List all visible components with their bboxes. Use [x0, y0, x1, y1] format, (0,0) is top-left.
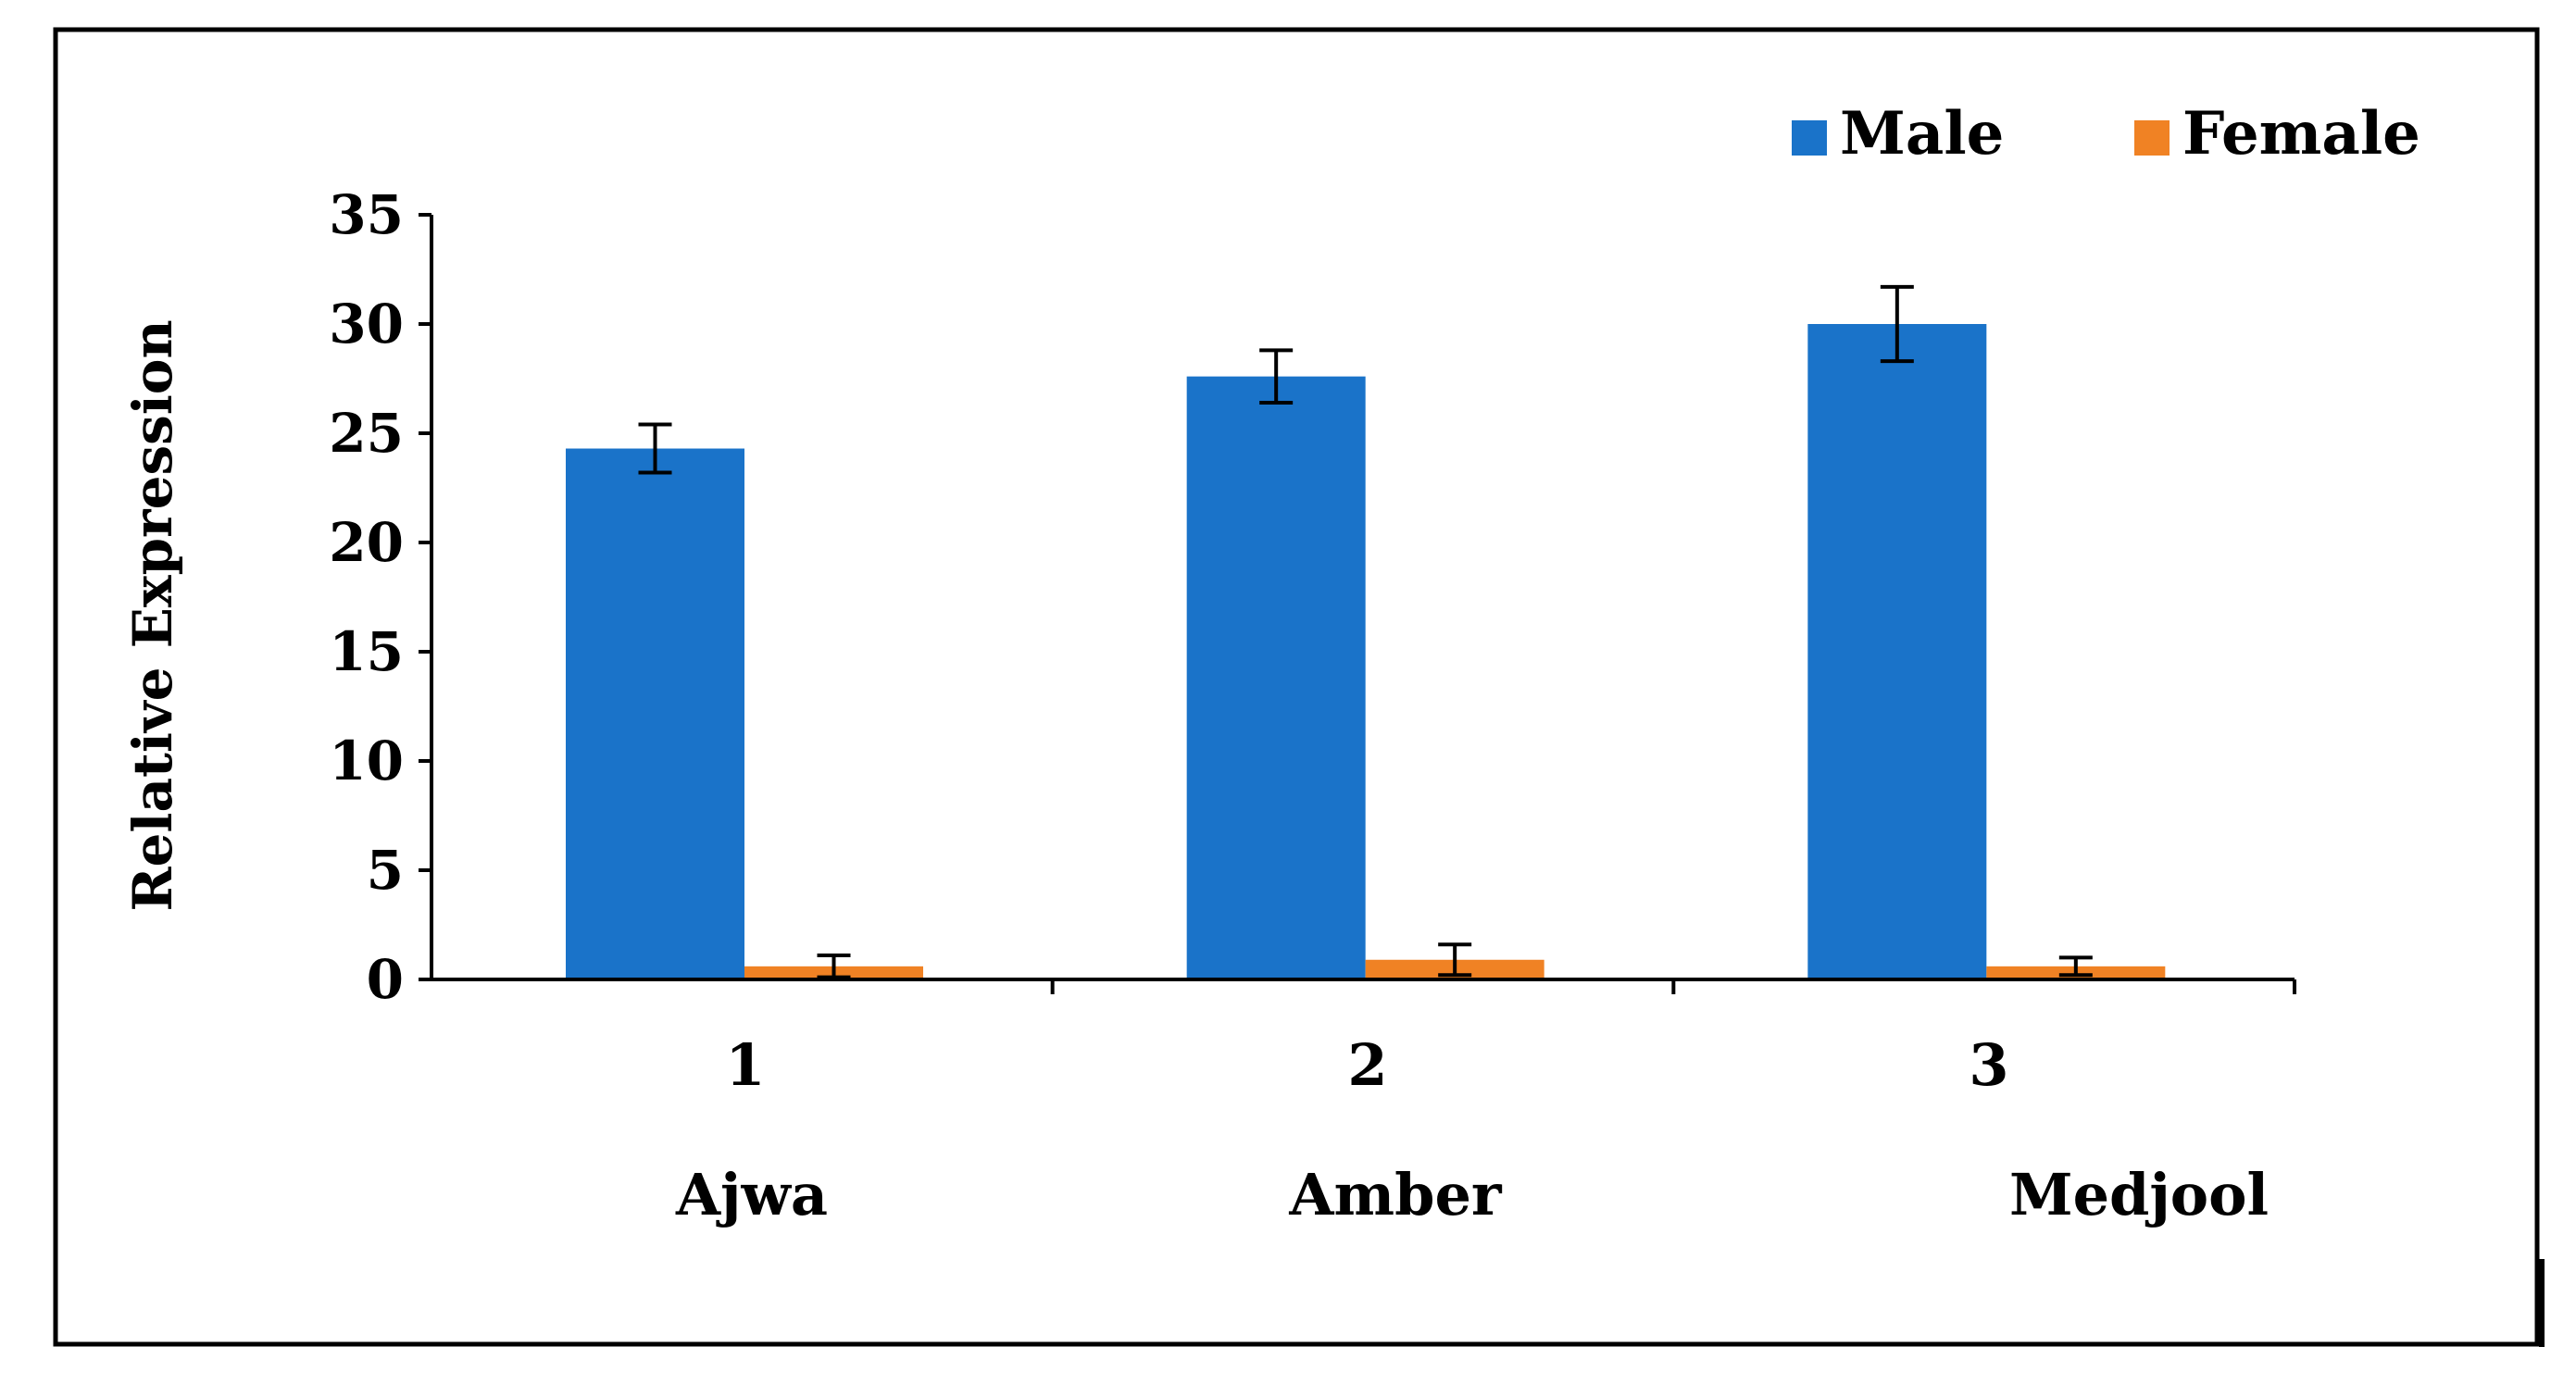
y-tick-label-30: 30: [329, 293, 404, 355]
bar-male-3: [1807, 324, 1987, 979]
y-tick-label-0: 0: [367, 948, 404, 1011]
x-tick-label-2: 2: [1347, 1031, 1387, 1099]
legend-label-male: Male: [1840, 99, 2004, 168]
bar-male-1: [566, 448, 744, 979]
category-name-medjool: Medjool: [2009, 1161, 2269, 1228]
y-tick-label-20: 20: [329, 511, 404, 574]
y-tick-label-25: 25: [329, 402, 404, 465]
y-tick-label-15: 15: [329, 620, 404, 683]
y-tick-label-35: 35: [329, 183, 404, 246]
plot-area: 0 5 10 15 20 25 30 35: [329, 183, 2296, 1011]
y-tick-label-10: 10: [329, 729, 404, 792]
category-name-ajwa: Ajwa: [675, 1161, 828, 1228]
legend: Male Female: [1792, 99, 2420, 168]
y-axis-label: Relative Expression: [121, 319, 184, 911]
legend-label-female: Female: [2182, 99, 2420, 168]
legend-swatch-female: [2134, 120, 2170, 156]
x-tick-label-3: 3: [1969, 1031, 2008, 1099]
category-name-amber: Amber: [1288, 1161, 1503, 1228]
y-tick-label-5: 5: [367, 839, 404, 902]
bar-male-2: [1186, 376, 1366, 979]
x-tick-label-1: 1: [725, 1031, 765, 1099]
legend-swatch-male: [1792, 120, 1827, 156]
